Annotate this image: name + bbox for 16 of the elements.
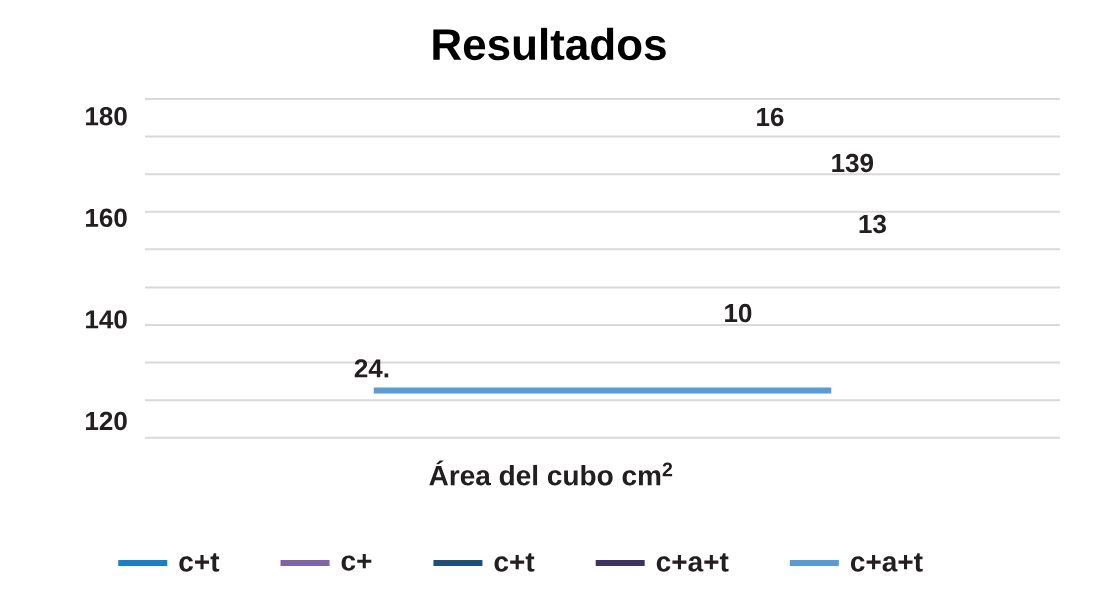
x-axis-title: Área del cubo cm$^{2}$ [429,460,673,486]
legend-label: c+t [494,553,535,572]
legend-label: c+a+t [656,553,729,572]
legend-label: c+ [341,554,372,571]
annotation: 139 [832,153,874,173]
annotation: 16 [757,107,784,127]
annotation: 24. [354,359,389,378]
legend-label: c+a+t [850,553,923,572]
annotation: 13 [859,214,886,234]
y-tick-label: 140 [86,310,127,329]
y-tick-label: 160 [86,208,127,228]
legend-label: c+t [179,553,220,572]
y-tick-label: 120 [86,411,127,431]
chart-title: Resultados [433,27,666,61]
y-tick-label: 180 [86,107,127,126]
annotation: 10 [725,303,752,323]
